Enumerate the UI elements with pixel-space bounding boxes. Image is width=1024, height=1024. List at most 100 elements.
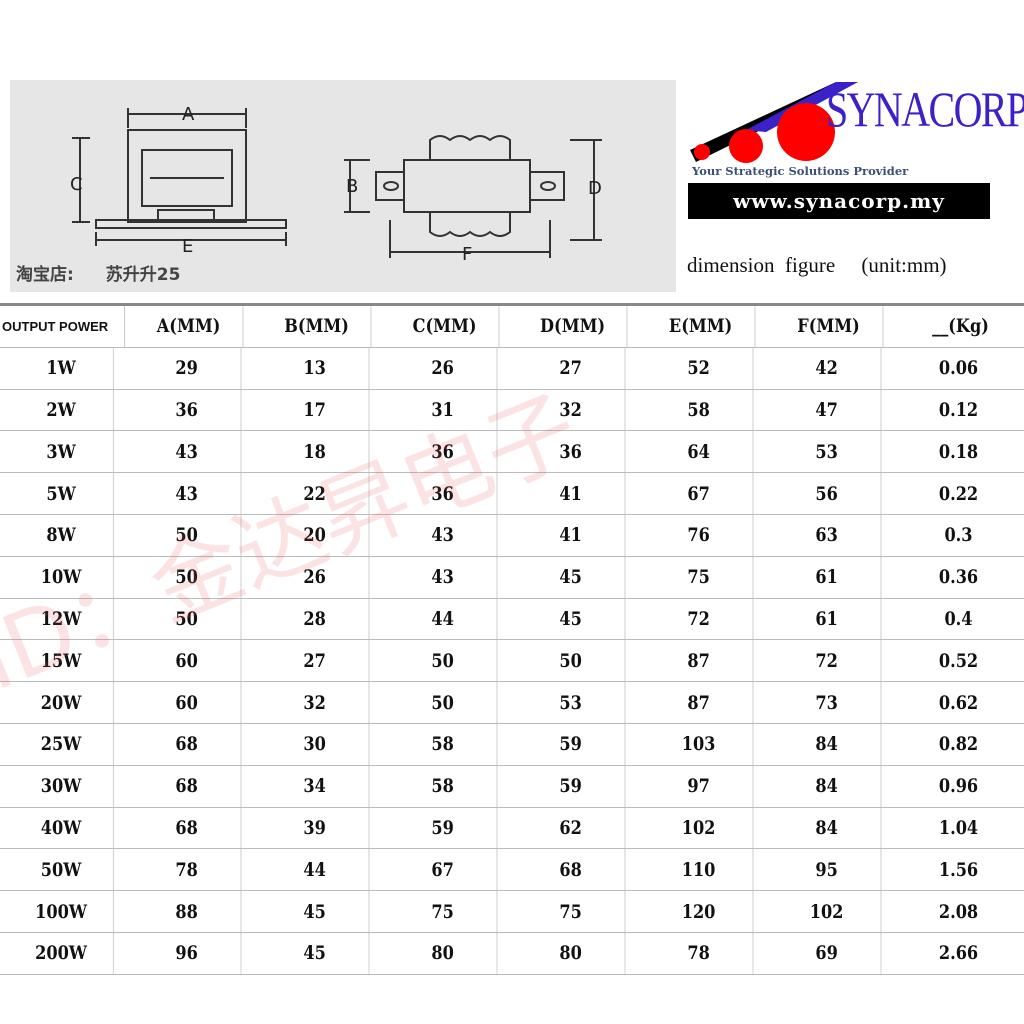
value-cell: 2.08 <box>938 900 979 923</box>
value-cell: 0.62 <box>938 691 979 714</box>
value-cell: 80 <box>517 932 626 974</box>
header-cell: OUTPUT POWER <box>0 306 125 347</box>
value-cell: 96 <box>133 932 242 974</box>
value-cell: 42 <box>773 347 882 389</box>
value-cell: 0.3 <box>944 524 973 547</box>
value-cell: 26 <box>389 347 498 389</box>
power-cell: 20W <box>9 682 114 723</box>
value-cell: 45 <box>261 932 370 974</box>
power-cell: 15W <box>9 640 114 682</box>
power-cell: 25W <box>9 723 114 765</box>
power-cell: 30W <box>9 765 114 807</box>
power-cell: 10W <box>9 556 114 598</box>
value-cell: 20 <box>261 514 370 556</box>
table-row: 12W 50 28 44 45 72 61 0.4 <box>0 598 1024 641</box>
value-cell: 36 <box>389 473 498 514</box>
value-cell: 31 <box>389 389 498 431</box>
value-cell: 44 <box>389 598 498 640</box>
value-cell: 80 <box>389 932 498 974</box>
power-cell: 40W <box>9 807 114 849</box>
value-cell: 43 <box>133 431 242 473</box>
value-cell: 0.12 <box>938 398 979 421</box>
caption: dimension figure (unit:mm) <box>687 253 947 278</box>
tagline: Your Strategic Solutions Provider <box>692 164 909 178</box>
value-cell: 30 <box>261 723 370 765</box>
table-row: 5W 43 22 36 41 67 56 0.22 <box>0 473 1024 515</box>
value-cell: 45 <box>261 891 370 932</box>
value-cell: 17 <box>261 389 370 431</box>
table-row: 8W 50 20 43 41 76 63 0.3 <box>0 514 1024 557</box>
value-cell: 68 <box>133 807 242 849</box>
value-cell: 75 <box>389 891 498 932</box>
table-header-row: OUTPUT POWER A(MM) B(MM) C(MM) D(MM) E(M… <box>0 306 1024 348</box>
value-cell: 87 <box>645 682 754 723</box>
label-e: E <box>182 236 193 257</box>
value-cell: 0.18 <box>938 440 979 463</box>
table-row: 3W 43 18 36 36 64 53 0.18 <box>0 431 1024 474</box>
logo-graphic <box>690 82 858 163</box>
value-cell: 67 <box>389 849 498 891</box>
label-a: A <box>182 104 195 125</box>
value-cell: 59 <box>517 765 626 807</box>
value-cell: 36 <box>133 389 242 431</box>
value-cell: 52 <box>645 347 754 389</box>
value-cell: 43 <box>389 514 498 556</box>
value-cell: 88 <box>133 891 242 932</box>
value-cell: 0.22 <box>938 482 979 505</box>
value-cell: 45 <box>517 598 626 640</box>
value-cell: 78 <box>645 932 754 974</box>
caption-unit: (unit:mm) <box>861 253 947 277</box>
table-row: 20W 60 32 50 53 87 73 0.62 <box>0 682 1024 724</box>
value-cell: 50 <box>133 598 242 640</box>
value-cell: 102 <box>773 891 882 932</box>
value-cell: 43 <box>389 556 498 598</box>
value-cell: 0.36 <box>938 566 979 589</box>
header-cell: __(Kg) <box>932 315 989 338</box>
value-cell: 1.04 <box>938 816 979 839</box>
table-row: 30W 68 34 58 59 97 84 0.96 <box>0 765 1024 808</box>
shop-caption: 淘宝店: 苏升升25 <box>16 260 206 285</box>
header-cell: F(MM) <box>775 306 884 347</box>
power-cell: 50W <box>9 849 114 891</box>
value-cell: 78 <box>133 849 242 891</box>
value-cell: 63 <box>773 514 882 556</box>
shop-label: 淘宝店: <box>16 265 74 285</box>
value-cell: 29 <box>133 347 242 389</box>
label-b: B <box>346 176 358 197</box>
value-cell: 58 <box>645 389 754 431</box>
value-cell: 36 <box>389 431 498 473</box>
label-f: F <box>462 244 472 265</box>
value-cell: 64 <box>645 431 754 473</box>
value-cell: 120 <box>645 891 754 932</box>
value-cell: 45 <box>517 556 626 598</box>
power-cell: 8W <box>9 514 114 556</box>
power-cell: 12W <box>9 598 114 640</box>
power-cell: 2W <box>9 389 114 431</box>
table-row: 200W 96 45 80 80 78 69 2.66 <box>0 932 1024 975</box>
value-cell: 95 <box>773 849 882 891</box>
header-cell: B(MM) <box>263 306 372 347</box>
value-cell: 103 <box>645 723 754 765</box>
value-cell: 102 <box>645 807 754 849</box>
value-cell: 32 <box>261 682 370 723</box>
value-cell: 1.56 <box>938 858 979 881</box>
value-cell: 68 <box>517 849 626 891</box>
value-cell: 0.96 <box>938 775 979 798</box>
value-cell: 18 <box>261 431 370 473</box>
value-cell: 44 <box>261 849 370 891</box>
value-cell: 50 <box>133 556 242 598</box>
header-cell: D(MM) <box>519 306 628 347</box>
transformer-drawing: A B C D E F <box>70 104 602 265</box>
table-row: 100W 88 45 75 75 120 102 2.08 <box>0 891 1024 933</box>
value-cell: 34 <box>261 765 370 807</box>
table-row: 10W 50 26 43 45 75 61 0.36 <box>0 556 1024 599</box>
value-cell: 32 <box>517 389 626 431</box>
value-cell: 87 <box>645 640 754 682</box>
value-cell: 72 <box>645 598 754 640</box>
power-cell: 200W <box>9 932 114 974</box>
header-cell: A(MM) <box>135 306 244 347</box>
dimension-table: OUTPUT POWER A(MM) B(MM) C(MM) D(MM) E(M… <box>0 303 1024 975</box>
value-cell: 110 <box>645 849 754 891</box>
value-cell: 50 <box>389 682 498 723</box>
table-row: 15W 60 27 50 50 87 72 0.52 <box>0 640 1024 683</box>
